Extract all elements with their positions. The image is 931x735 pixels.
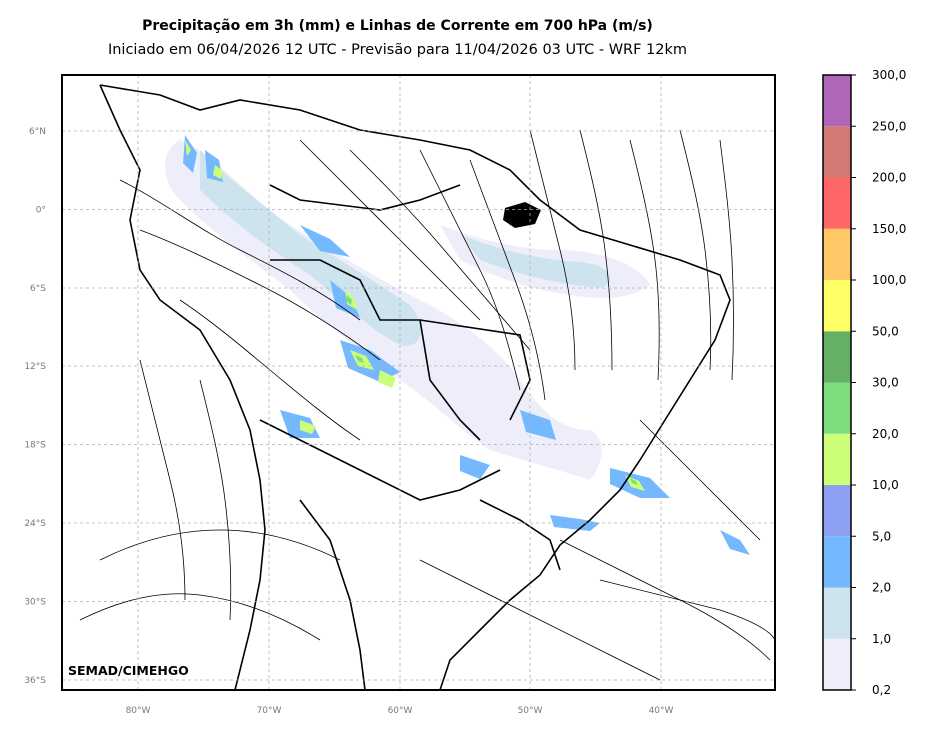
colorbar-bin [823,126,851,178]
colorbar-label: 300,0 [872,68,906,82]
lat-label: 12°S [24,362,46,372]
colorbar-label: 250,0 [872,119,906,133]
lat-label: 30°S [24,598,46,608]
colorbar-bin [823,433,851,485]
colorbar-bin [823,587,851,639]
colorbar-label: 2,0 [872,581,891,595]
lat-label: 6°S [30,284,46,294]
lat-label: 6°N [29,127,46,137]
map-subtitle: Iniciado em 06/04/2026 12 UTC - Previsão… [107,42,688,58]
colorbar-bin [823,536,851,588]
colorbar-label: 200,0 [872,171,906,185]
lat-label: 36°S [24,676,46,686]
map-title: Precipitação em 3h (mm) e Linhas de Corr… [142,18,653,34]
colorbar-label: 10,0 [872,478,899,492]
colorbar-label: 0,2 [872,683,891,697]
colorbar-label: 50,0 [872,324,899,338]
colorbar-labels: 0,2 1,0 2,0 5,0 10,0 20,0 30,0 50,0 100,0 150,0 20… [851,68,906,697]
colorbar-label: 1,0 [872,632,891,646]
lat-label: 18°S [24,441,46,451]
colorbar-label: 150,0 [872,222,906,236]
graticule [62,75,775,690]
credit-label: SEMAD/CIMEHGO [68,663,189,678]
colorbar-label: 100,0 [872,273,906,287]
lon-label: 40°W [649,706,674,716]
latitude-labels: 6°N 0° 6°S 12°S 18°S 24°S 30°S 36°S [24,127,46,686]
lon-label: 80°W [126,706,151,716]
colorbar-bin [823,382,851,434]
colorbar-bin [823,331,851,383]
colorbar-bin [823,228,851,280]
colorbar [822,74,852,691]
colorbar-bin [823,75,851,127]
lat-label: 24°S [24,519,46,529]
streamlines [79,129,775,681]
lat-label: 0° [36,206,46,216]
colorbar-label: 20,0 [872,427,899,441]
longitude-labels: 80°W 70°W 60°W 50°W 40°W [126,706,674,716]
colorbar-bin [823,638,851,690]
colorbar-bin [823,177,851,229]
lon-label: 50°W [518,706,543,716]
lon-label: 70°W [257,706,282,716]
colorbar-label: 5,0 [872,529,891,543]
lon-label: 60°W [388,706,413,716]
map-area: SEMAD/CIMEHGO [62,75,775,690]
precipitation-field [165,135,750,555]
map-frame [61,74,776,691]
colorbar-label: 30,0 [872,376,899,390]
colorbar-bin [823,485,851,537]
colorbar-bin [823,280,851,332]
